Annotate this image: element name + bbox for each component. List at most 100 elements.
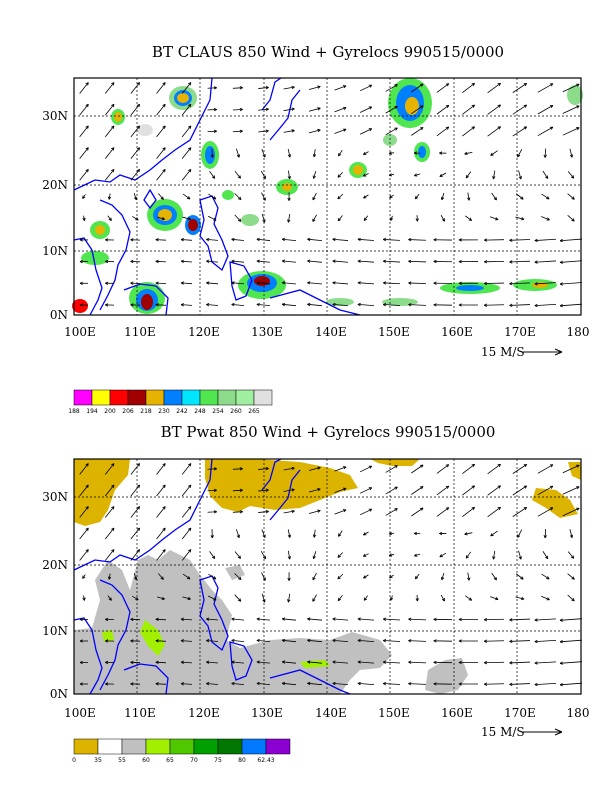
wind-vector-head	[130, 682, 134, 686]
top-x-ticks: 100E 110E 120E 130E 140E 150E 160E 170E …	[64, 325, 589, 339]
wind-vector-head	[389, 575, 393, 579]
wind-vector	[236, 529, 240, 538]
wind-vector	[231, 282, 245, 285]
wind-vector-head	[133, 196, 138, 201]
wind-vector	[307, 682, 323, 686]
wind-vector-head	[85, 463, 89, 467]
wind-vector	[411, 105, 424, 115]
wind-vector	[258, 468, 269, 470]
wind-vector-head	[180, 617, 185, 621]
colorbar-swatch	[163, 389, 183, 406]
colorbar-label: 254	[212, 408, 224, 415]
wind-vector-head	[439, 531, 443, 536]
wind-vector-head	[188, 168, 192, 173]
wind-vector-head	[162, 168, 166, 173]
wind-vector-head	[317, 85, 321, 89]
wind-vector-head	[107, 196, 112, 200]
wind-vector	[256, 639, 271, 643]
wind-vector	[359, 106, 372, 113]
wind-vector-head	[281, 681, 286, 686]
wind-vector-head	[108, 217, 112, 221]
wind-vector	[155, 282, 167, 285]
wind-vector	[541, 216, 550, 221]
wind-vector-head	[570, 175, 575, 179]
wind-vector-head	[576, 507, 580, 511]
wind-vector-head	[509, 303, 513, 307]
wind-vector	[567, 214, 575, 222]
wind-vector	[231, 683, 245, 685]
top-x-tick-label: 170E	[504, 325, 536, 339]
wind-vector-head	[155, 639, 159, 643]
wind-vector-head	[523, 104, 528, 108]
wind-vector-head	[186, 196, 191, 200]
wind-vector-head	[155, 682, 159, 686]
wind-vector-head	[433, 617, 437, 622]
wind-vector-head	[394, 127, 398, 131]
wind-vector-head	[420, 83, 424, 87]
wind-vector	[515, 596, 525, 600]
wind-vector-head	[130, 660, 134, 665]
wind-vector-head	[307, 281, 311, 285]
wind-vector-head	[382, 302, 387, 307]
wind-vector-head	[105, 281, 109, 285]
bottom-colorbar: 0 35 55 60 65 70 75 80 62.43	[72, 738, 291, 764]
wind-vector-head	[445, 507, 450, 511]
wind-vector-head	[534, 260, 538, 264]
wind-vector	[465, 595, 472, 601]
wind-vector-head	[490, 152, 494, 156]
wind-vector	[307, 618, 323, 621]
wind-vector	[509, 282, 531, 285]
wind-vector	[308, 510, 321, 514]
colorbar-label: 188	[68, 408, 80, 415]
wind-vector-head	[210, 535, 214, 539]
wind-vector	[232, 511, 243, 513]
wind-vector-head	[465, 174, 469, 179]
wind-vector-head	[571, 597, 575, 602]
wind-vector-head	[484, 281, 488, 286]
wind-vector	[104, 549, 115, 561]
wind-vector-head	[546, 217, 550, 221]
wind-vector	[411, 83, 424, 93]
wind-vector-head	[545, 175, 549, 179]
wind-vector-head	[415, 218, 419, 222]
wind-vector	[157, 216, 165, 220]
wind-vector	[79, 103, 89, 116]
wind-vector-head	[105, 259, 109, 264]
wind-vector	[383, 260, 401, 263]
wind-vector-head	[231, 681, 235, 686]
wind-vector-head	[213, 86, 217, 90]
wind-vector	[260, 550, 266, 560]
wind-vector-head	[188, 147, 192, 151]
wind-vector-head	[231, 617, 235, 621]
wind-vector	[206, 640, 219, 642]
wind-vector-head	[458, 281, 462, 285]
wind-vector-head	[492, 556, 496, 560]
wind-vector-head	[256, 237, 260, 242]
wind-vector-head	[307, 660, 311, 664]
wind-vector	[509, 640, 531, 642]
wind-vector	[411, 486, 424, 495]
wind-vector-head	[256, 681, 260, 686]
wind-vector-head	[343, 466, 347, 470]
wind-vector-head	[287, 556, 291, 560]
wind-vector-head	[357, 281, 361, 285]
wind-vector	[411, 127, 424, 136]
wind-vector	[512, 126, 527, 137]
wind-vector	[208, 193, 217, 200]
wind-vector	[385, 486, 398, 495]
wind-vector-head	[471, 463, 475, 468]
wind-vector-head	[549, 464, 554, 468]
wind-vector	[534, 639, 557, 643]
wind-vector	[232, 130, 243, 133]
wind-vector	[283, 510, 295, 514]
wind-vector	[509, 661, 531, 664]
wind-vector	[181, 147, 192, 159]
wind-vector	[436, 464, 450, 474]
wind-vector	[357, 238, 375, 241]
wind-vector	[282, 682, 297, 686]
wind-vector	[283, 108, 295, 112]
wind-vector	[231, 640, 245, 642]
wind-vector-head	[357, 638, 361, 643]
wind-vector	[313, 149, 316, 158]
wind-vector-head	[343, 128, 347, 132]
